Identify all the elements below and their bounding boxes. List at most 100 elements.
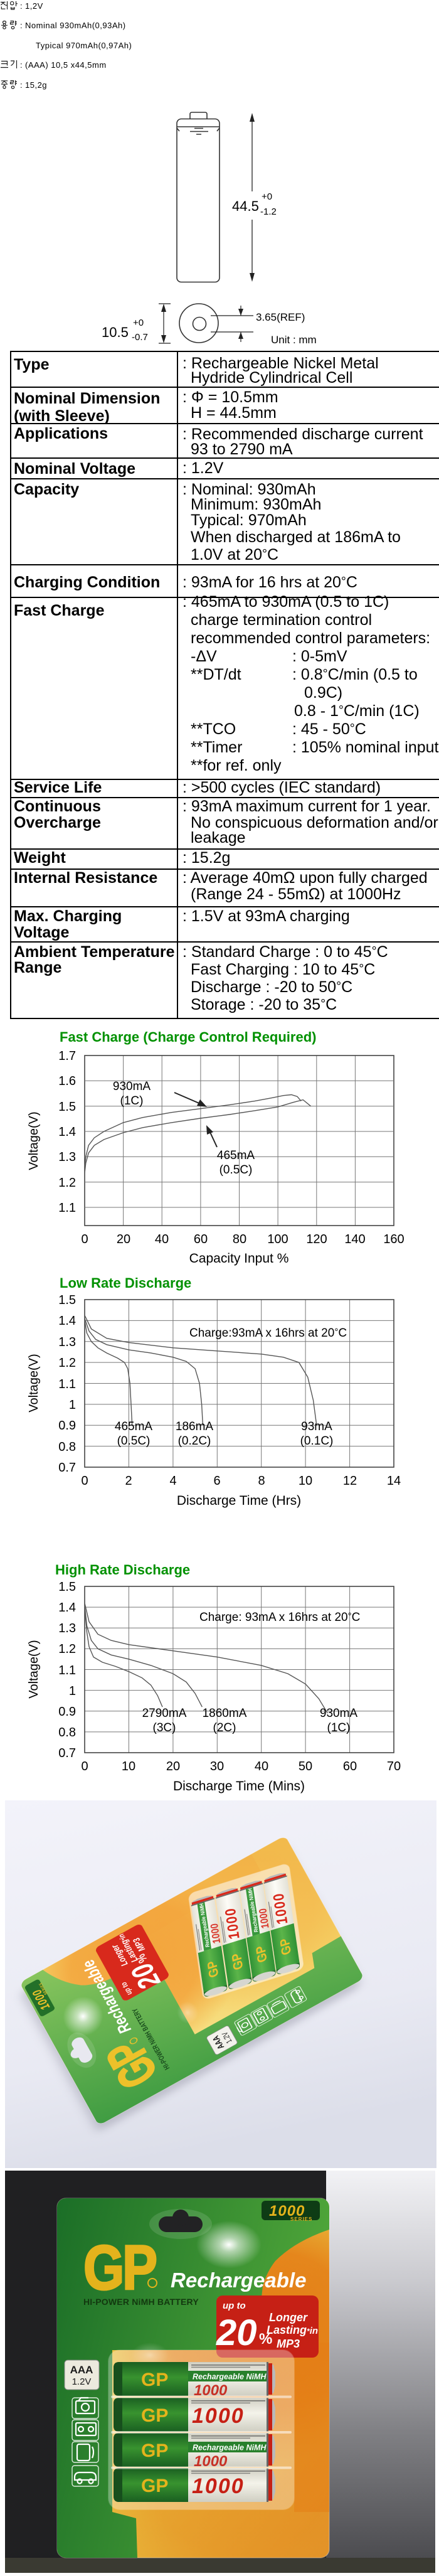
svg-text:: 465mA to 930mA (0.5 to 1C): : 465mA to 930mA (0.5 to 1C) (182, 593, 389, 611)
svg-text:3.65(REF): 3.65(REF) (256, 311, 305, 323)
svg-text:Discharge Time (Hrs): Discharge Time (Hrs) (177, 1494, 301, 1508)
svg-text:Hydride Cylindrical Cell: Hydride Cylindrical Cell (191, 369, 352, 387)
svg-text:465mA: 465mA (217, 1149, 255, 1162)
svg-text:0.9C): 0.9C) (304, 684, 342, 702)
svg-text:Weight: Weight (14, 849, 66, 867)
svg-text:1000: 1000 (269, 2203, 305, 2220)
svg-text:60: 60 (194, 1232, 208, 1246)
svg-text:up to: up to (223, 2301, 246, 2311)
svg-text:(AAA) 10,5 x44,5mm: (AAA) 10,5 x44,5mm (25, 60, 107, 70)
svg-text:930mA: 930mA (113, 1080, 151, 1093)
svg-text:Nominal Dimension: Nominal Dimension (14, 390, 160, 407)
svg-text:recommended control parameters: recommended control parameters: (191, 629, 430, 647)
svg-text:20: 20 (166, 1760, 180, 1773)
svg-text:Ambient Temperature: Ambient Temperature (14, 943, 175, 961)
svg-text:1.1: 1.1 (58, 1201, 76, 1215)
svg-text:465mA: 465mA (115, 1420, 153, 1433)
svg-text::: : (20, 80, 23, 90)
svg-text:: 45 - 50°C: : 45 - 50°C (292, 720, 366, 738)
svg-text:1.3: 1.3 (58, 1335, 76, 1349)
svg-text:1.5: 1.5 (58, 1100, 76, 1114)
svg-text:80: 80 (233, 1232, 246, 1246)
svg-text:+0: +0 (133, 318, 144, 328)
svg-text:: Nominal: 930mAh: : Nominal: 930mAh (182, 481, 316, 498)
svg-text::: : (20, 1, 23, 11)
svg-text:1.2: 1.2 (58, 1176, 76, 1190)
svg-text:GP: GP (141, 2405, 168, 2426)
svg-text:40: 40 (255, 1760, 268, 1773)
svg-text:: 1.2V: : 1.2V (182, 459, 224, 477)
svg-text:1.5: 1.5 (58, 1580, 76, 1594)
svg-text:Fast Charging : 10 to 45°C: Fast Charging : 10 to 45°C (191, 961, 375, 978)
svg-text:Voltage(V): Voltage(V) (27, 1354, 41, 1412)
svg-text:(2C): (2C) (213, 1721, 236, 1734)
svg-text:1.2V: 1.2V (72, 2376, 92, 2387)
svg-text:(Range 24 - 55mΩ) at 1000Hz: (Range 24 - 55mΩ) at 1000Hz (191, 885, 401, 903)
svg-text:(0.2C): (0.2C) (178, 1435, 211, 1448)
svg-text:10.5: 10.5 (102, 324, 129, 340)
svg-text:Service Life: Service Life (14, 779, 102, 796)
svg-text:Longer: Longer (269, 2311, 308, 2324)
svg-text:1.4: 1.4 (58, 1314, 76, 1328)
svg-text:: Rechargeable Nickel Metal: : Rechargeable Nickel Metal (182, 355, 379, 372)
svg-text:Charge:93mA x 16hrs at 20°C: Charge:93mA x 16hrs at 20°C (189, 1327, 347, 1340)
svg-text:140: 140 (344, 1232, 365, 1246)
svg-text:60: 60 (343, 1760, 357, 1773)
svg-text:When discharged at 186mA to: When discharged at 186mA to (191, 528, 401, 546)
svg-text:1860mA: 1860mA (203, 1707, 247, 1720)
svg-text:Discharge Time (Mins): Discharge Time (Mins) (173, 1779, 305, 1793)
svg-text:charge termination control: charge termination control (191, 611, 372, 629)
svg-text:1000: 1000 (192, 2474, 245, 2498)
svg-text:Voltage(V): Voltage(V) (27, 1640, 41, 1698)
svg-text:0.8: 0.8 (58, 1726, 76, 1740)
svg-text:1.5: 1.5 (58, 1293, 76, 1307)
svg-text:100: 100 (267, 1232, 288, 1246)
svg-text:Unit : mm: Unit : mm (271, 334, 317, 346)
svg-text:Voltage: Voltage (14, 924, 70, 941)
svg-text:SERIES: SERIES (290, 2216, 312, 2222)
svg-text:-1.2: -1.2 (260, 206, 277, 217)
svg-text:: 1.5V at 93mA charging: : 1.5V at 93mA charging (182, 907, 350, 925)
svg-text:1.2: 1.2 (58, 1642, 76, 1656)
svg-text:-ΔV: -ΔV (191, 648, 217, 665)
svg-text::: : (20, 21, 23, 30)
svg-text:8: 8 (258, 1474, 265, 1488)
svg-text:Charge: 93mA x 16hrs at 20°C: Charge: 93mA x 16hrs at 20°C (199, 1611, 360, 1624)
svg-text:2790mA: 2790mA (142, 1707, 187, 1720)
svg-text:1000: 1000 (192, 2404, 245, 2428)
svg-text:+0: +0 (262, 191, 272, 202)
svg-text:Discharge : -20 to 50°C: Discharge : -20 to 50°C (191, 978, 352, 996)
svg-text:1000: 1000 (258, 1906, 272, 1930)
svg-text:120: 120 (306, 1232, 327, 1246)
svg-text:Typical: 970mAh: Typical: 970mAh (191, 511, 307, 529)
svg-text:: >500 cycles (IEC standard): : >500 cycles (IEC standard) (182, 779, 381, 796)
svg-text:**for ref. only: **for ref. only (191, 757, 282, 774)
svg-text:Low Rate Discharge: Low Rate Discharge (60, 1275, 191, 1291)
svg-text:: 0.8°C/min (0.5 to: : 0.8°C/min (0.5 to (292, 666, 418, 683)
svg-text:2: 2 (125, 1474, 132, 1488)
svg-text:4: 4 (169, 1474, 176, 1488)
svg-text:GP: GP (83, 2232, 156, 2303)
svg-text:70: 70 (387, 1760, 401, 1773)
svg-text:44.5: 44.5 (232, 198, 259, 214)
svg-text:: 0-5mV: : 0-5mV (292, 648, 347, 665)
svg-text:0.8 - 1°C/min (1C): 0.8 - 1°C/min (1C) (294, 702, 420, 720)
svg-text:(0.5C): (0.5C) (117, 1435, 151, 1448)
svg-text:1.4: 1.4 (58, 1601, 76, 1615)
svg-text:HI-POWER NiMH BATTERY: HI-POWER NiMH BATTERY (83, 2297, 199, 2307)
svg-text:1000: 1000 (209, 1921, 223, 1945)
svg-text:Continuous: Continuous (14, 798, 101, 815)
svg-text:186mA: 186mA (176, 1420, 214, 1433)
svg-text:1: 1 (69, 1684, 76, 1698)
svg-text:10: 10 (122, 1760, 135, 1773)
svg-text:Capacity Input %: Capacity Input % (189, 1251, 289, 1266)
svg-text:40: 40 (155, 1232, 169, 1246)
svg-text:20: 20 (117, 1232, 130, 1246)
svg-text:: Average 40mΩ upon fully char: : Average 40mΩ upon fully charged (182, 869, 428, 887)
svg-text:1.6: 1.6 (58, 1074, 76, 1088)
svg-text:1.1: 1.1 (58, 1664, 76, 1677)
svg-text:6: 6 (213, 1474, 220, 1488)
svg-text:Storage : -20 to 35°C: Storage : -20 to 35°C (191, 996, 337, 1013)
svg-text:Minimum: 930mAh: Minimum: 930mAh (191, 496, 321, 513)
svg-text:0.7: 0.7 (58, 1461, 76, 1475)
